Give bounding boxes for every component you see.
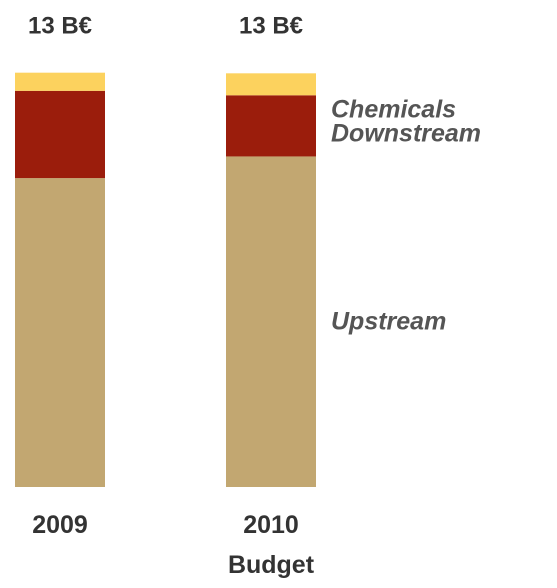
x-tick-label: 2009 — [32, 511, 88, 539]
bar-segment — [226, 73, 316, 96]
legend-label: Chemicals — [331, 96, 456, 124]
bar-segment — [226, 95, 316, 157]
bar-segment — [15, 178, 105, 488]
total-label: 13 B€ — [239, 12, 303, 39]
bar-segment — [15, 72, 105, 91]
bar-segment — [226, 156, 316, 487]
bar-segment — [15, 90, 105, 179]
legend-label: Downstream — [331, 120, 481, 148]
total-label: 13 B€ — [28, 12, 92, 39]
x-tick-label: 2010 Budget — [227, 511, 315, 579]
legend-label: Upstream — [331, 308, 446, 336]
